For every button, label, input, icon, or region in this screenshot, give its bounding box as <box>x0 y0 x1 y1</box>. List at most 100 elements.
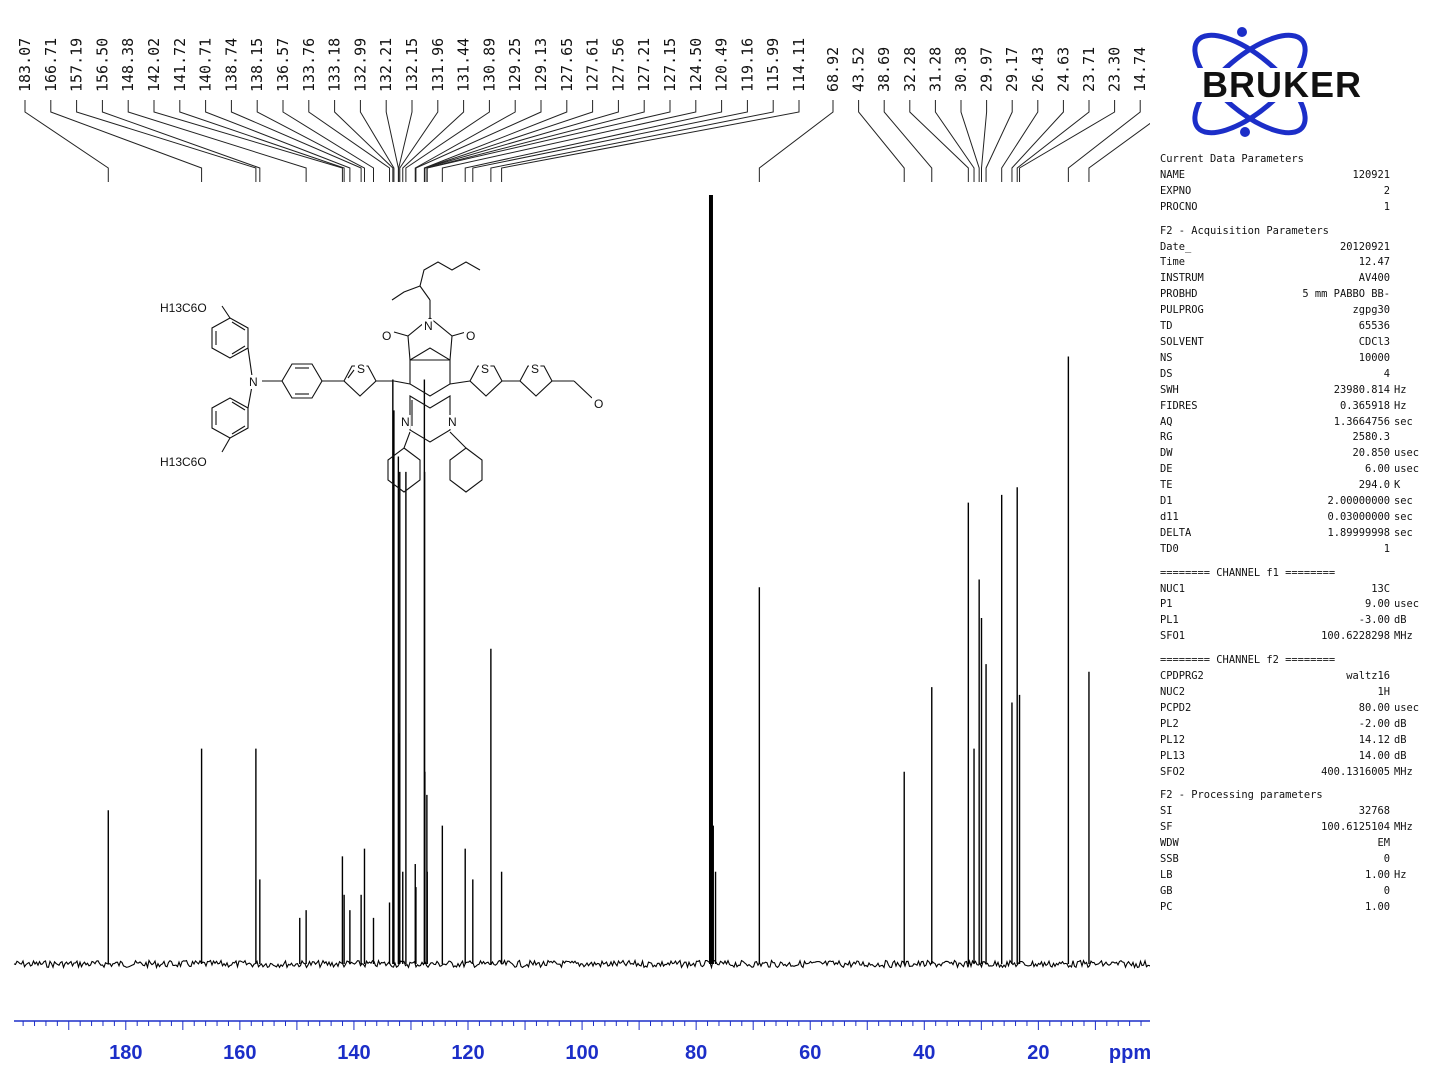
peak-label: 141.72 <box>171 38 189 92</box>
param-unit: Hz <box>1394 399 1407 412</box>
peak-label: 138.15 <box>248 38 266 92</box>
param-unit: usec <box>1394 598 1420 611</box>
axis-tick-label: 20 <box>1027 1042 1049 1064</box>
param-section: F2 - Acquisition Parameters Date_ 20120921… <box>1160 224 1442 558</box>
peak-label: 132.21 <box>377 38 395 92</box>
param-value: EM <box>1377 837 1390 850</box>
param-section-title: F2 - Processing parameters <box>1160 789 1323 802</box>
atom-label: N <box>448 415 457 429</box>
param-unit <box>1390 303 1394 319</box>
ring-anisyl-bottom <box>211 397 249 439</box>
param-row: SI 32768 <box>1160 804 1442 820</box>
peak-connector <box>153 100 343 182</box>
param-key: SOLVENT <box>1160 335 1204 348</box>
peak-connector <box>909 100 969 182</box>
peak-label: 32.28 <box>901 47 919 92</box>
param-unit <box>1390 884 1394 900</box>
peak-connector <box>981 100 988 182</box>
param-unit: usec <box>1394 463 1420 476</box>
logo-dot-top <box>1237 27 1247 37</box>
peak-label: 38.69 <box>875 47 893 92</box>
param-value: 2 <box>1383 184 1390 197</box>
atom-label: S <box>531 362 539 376</box>
peak-connector <box>282 100 374 182</box>
param-row: NUC1 13C <box>1160 582 1442 598</box>
peak-label: 148.38 <box>119 38 137 92</box>
param-unit <box>1390 319 1394 335</box>
param-unit: dB <box>1394 717 1407 730</box>
param-value: waltz16 <box>1346 670 1390 683</box>
param-row: PL12 14.12 dB <box>1160 733 1442 749</box>
peak-label: 43.52 <box>850 47 868 92</box>
param-row: NUC2 1H <box>1160 685 1442 701</box>
peak-connector <box>308 100 391 182</box>
param-key: LB <box>1160 868 1173 881</box>
param-row: PCPD2 80.00 usec <box>1160 701 1442 717</box>
param-value: 294.0 <box>1358 479 1390 492</box>
logo-ring-1 <box>1192 32 1308 136</box>
param-unit <box>1390 255 1394 271</box>
param-key: GB <box>1160 884 1173 897</box>
param-section: ======== CHANNEL f2 ======== CPDPRG2 waltz… <box>1160 653 1442 780</box>
param-row: DS 4 <box>1160 367 1442 383</box>
param-value: 80.00 <box>1358 701 1390 714</box>
atom-label-bg <box>464 329 476 343</box>
peak-label: 138.74 <box>222 38 240 92</box>
param-key: PL1 <box>1160 614 1179 627</box>
atom-label-bg <box>529 362 541 376</box>
param-row: PL2 -2.00 dB <box>1160 717 1442 733</box>
param-section-title: ======== CHANNEL f1 ======== <box>1160 566 1336 579</box>
param-value: CDCl3 <box>1358 335 1390 348</box>
param-row: SSB 0 <box>1160 852 1442 868</box>
param-row: d11 0.03000000 sec <box>1160 510 1442 526</box>
param-section: ======== CHANNEL f1 ======== NUC1 13C P1 9.0… <box>1160 566 1442 646</box>
peak-connector <box>464 100 723 182</box>
atom-label: H13C6O <box>160 455 207 469</box>
ring-thiophene-2 <box>469 365 503 397</box>
parameters-panel: Current Data Parameters NAME 120921 EXPNO 2 P… <box>1160 152 1442 924</box>
param-row: TE 294.0 K <box>1160 478 1442 494</box>
param-key: PC <box>1160 900 1173 913</box>
axis-tick-label: 160 <box>223 1042 256 1064</box>
param-value: 23980.814 <box>1333 383 1390 396</box>
param-key: PL13 <box>1160 749 1186 762</box>
peak-connector <box>334 100 394 182</box>
param-key: EXPNO <box>1160 184 1192 197</box>
param-unit <box>1390 367 1394 383</box>
param-value: -3.00 <box>1358 614 1390 627</box>
axis-tick-label: 60 <box>799 1042 821 1064</box>
peak-connector <box>127 100 307 182</box>
peak-connector <box>398 100 413 182</box>
peak-label: 26.43 <box>1029 47 1047 92</box>
param-value: 0 <box>1383 884 1390 897</box>
atom-label-bg <box>422 319 434 333</box>
peak-connector <box>985 100 1013 182</box>
peak-connector <box>230 100 362 182</box>
peak-label: 31.28 <box>926 47 944 92</box>
peak-label: 183.07 <box>16 38 34 92</box>
peak-label: 120.49 <box>713 38 731 92</box>
param-value: 400.1316005 <box>1321 765 1390 778</box>
logo-text-bg <box>1172 68 1392 102</box>
param-value: 1H <box>1377 686 1390 698</box>
param-unit: dB <box>1394 733 1407 746</box>
param-key: RG <box>1160 431 1173 444</box>
atom-label: N <box>249 375 258 389</box>
spectrum-trace <box>13 195 1150 970</box>
ring-anisyl-top <box>211 317 249 359</box>
peak-label: 23.30 <box>1106 47 1124 92</box>
peak-label: 124.50 <box>687 38 705 92</box>
param-section: F2 - Processing parameters SI 32768 SF 100.6… <box>1160 788 1442 915</box>
param-row: INSTRUM AV400 <box>1160 271 1442 287</box>
peak-label: 29.17 <box>1003 47 1021 92</box>
param-key: NUC2 <box>1160 686 1186 698</box>
param-row: AQ 1.3664756 sec <box>1160 415 1442 431</box>
ring-benzo-core <box>409 347 451 397</box>
peak-connector <box>415 100 542 182</box>
atom-label-bg <box>158 455 207 469</box>
param-unit: Hz <box>1394 383 1407 396</box>
peak-connector <box>405 100 490 182</box>
param-value: 5 mm PABBO BB- <box>1302 288 1390 301</box>
param-row: DW 20.850 usec <box>1160 446 1442 462</box>
param-unit: usec <box>1394 701 1420 714</box>
